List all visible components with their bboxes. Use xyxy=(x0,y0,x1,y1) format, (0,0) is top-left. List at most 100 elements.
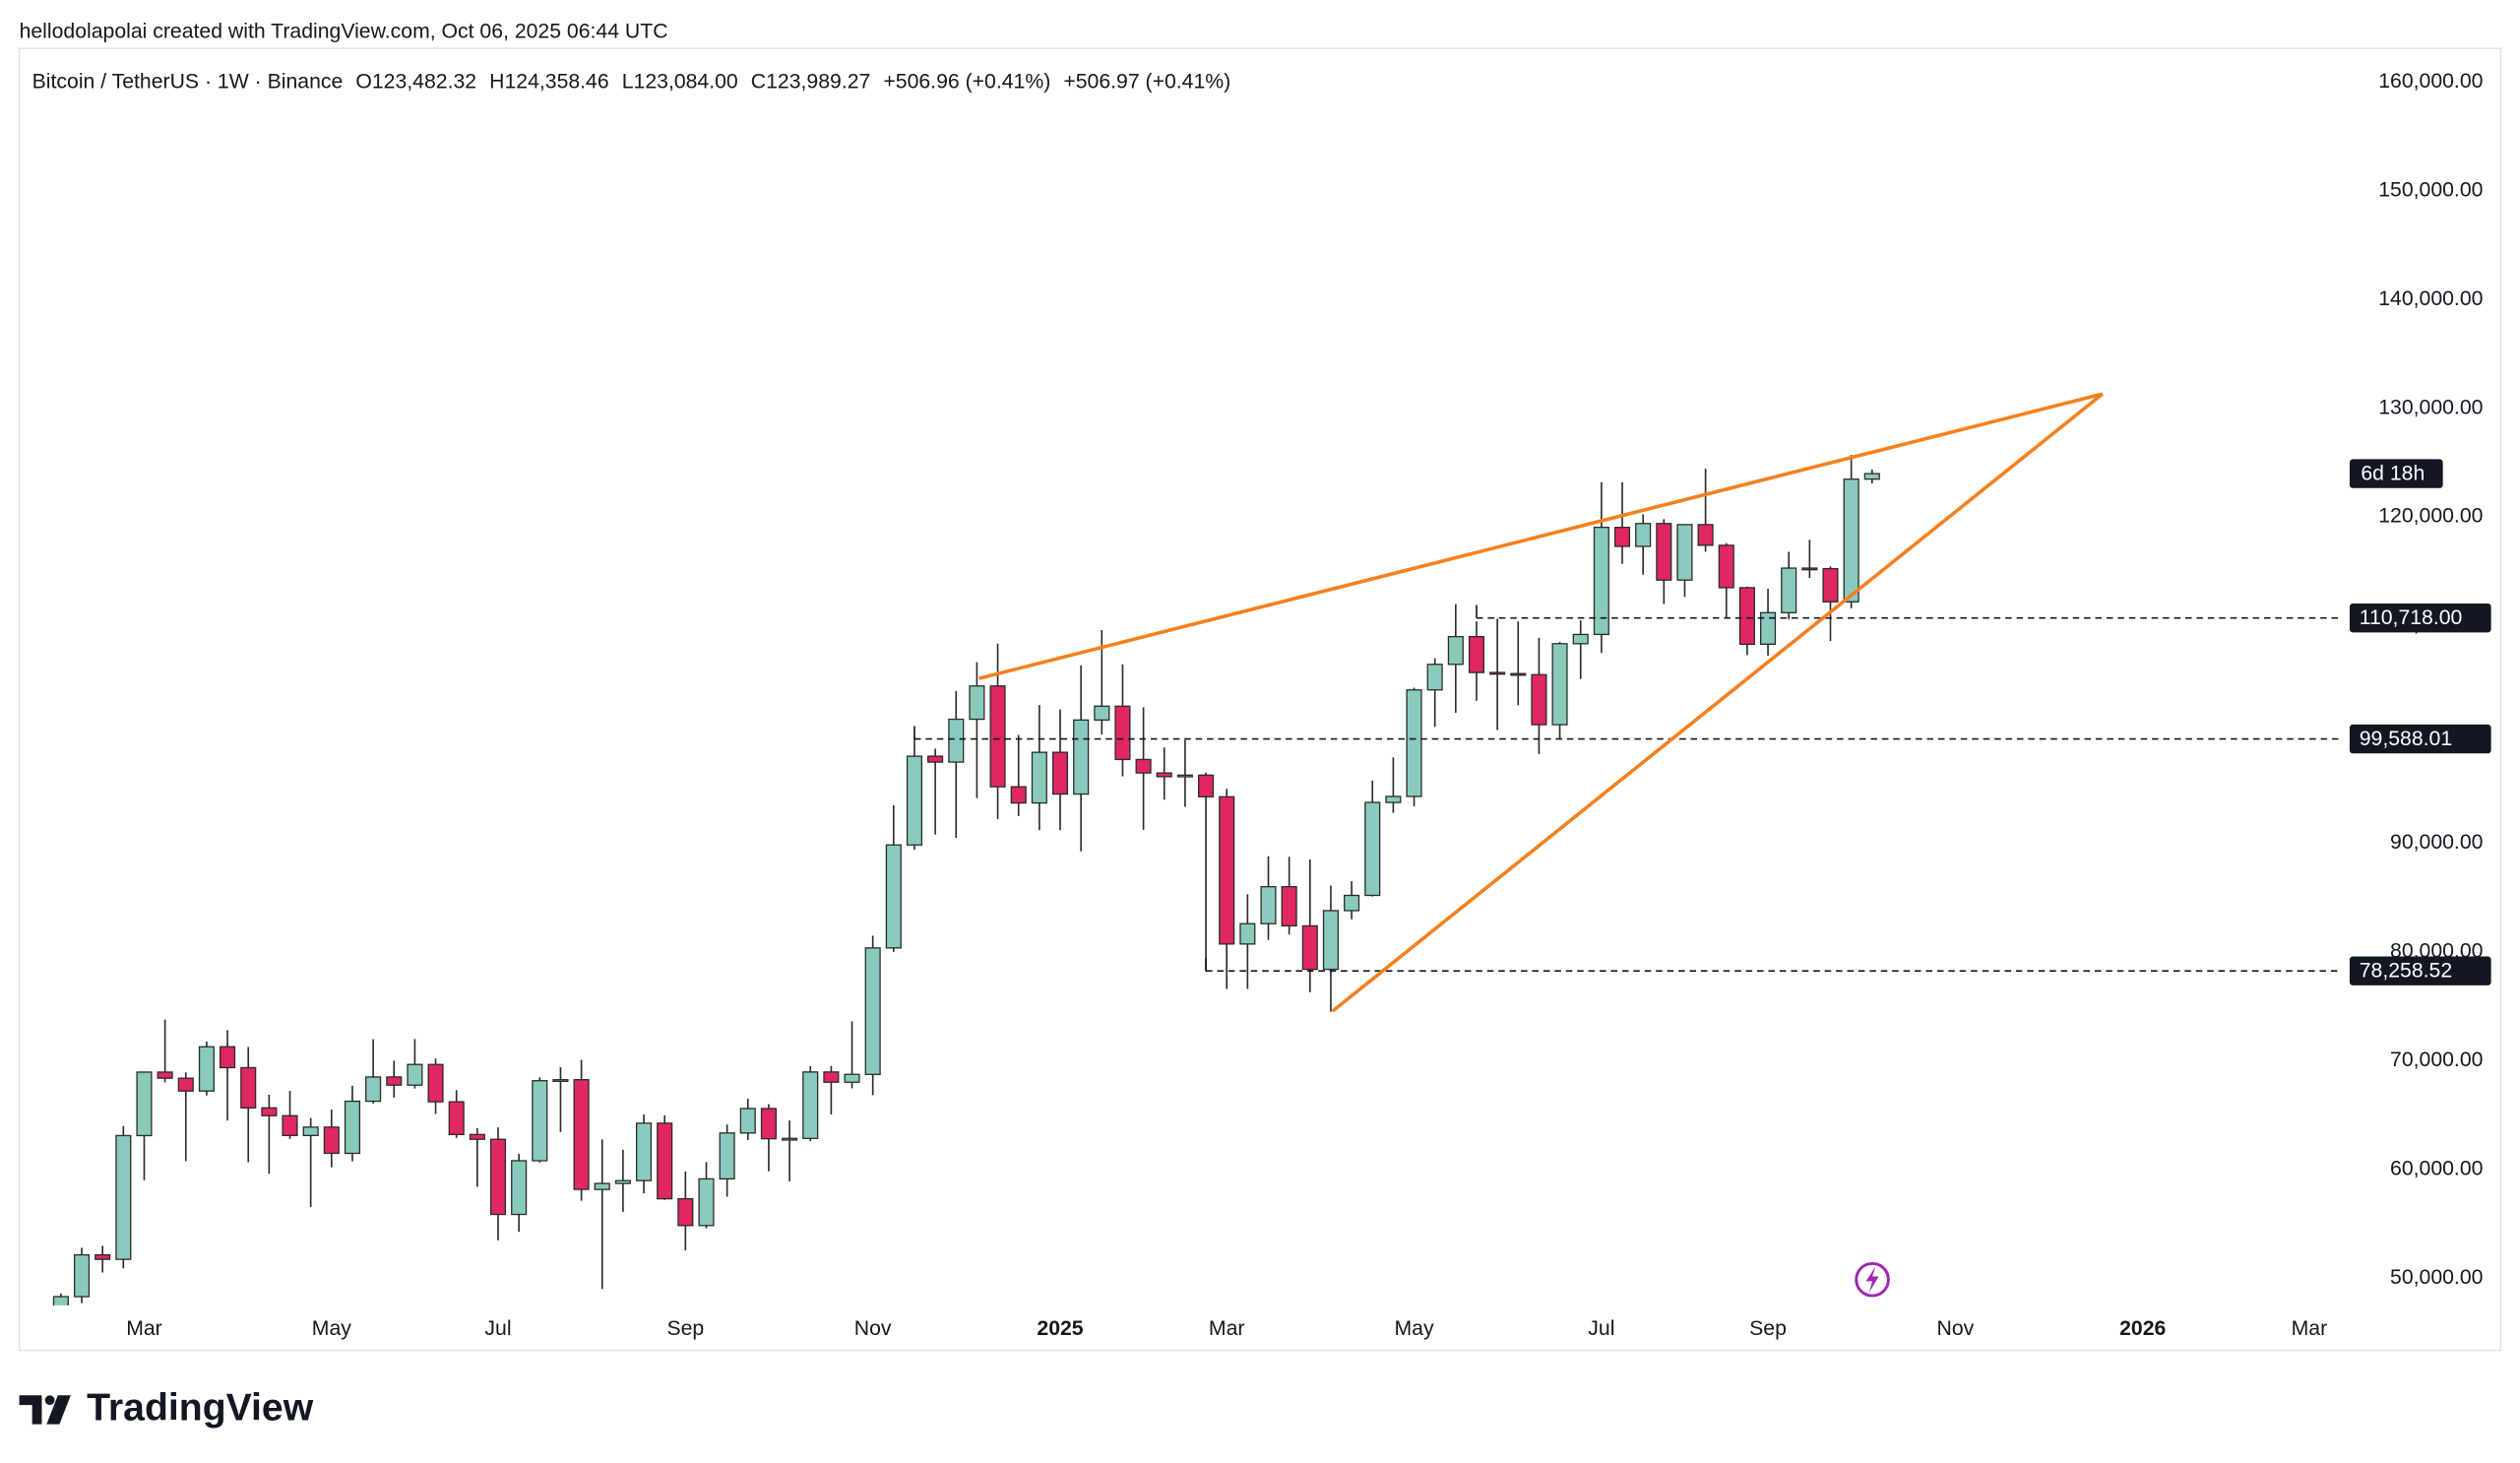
candle-body xyxy=(1738,587,1755,646)
candle-body xyxy=(1239,922,1256,945)
candle-body xyxy=(1364,801,1381,897)
candle-body xyxy=(989,685,1006,788)
candle-body xyxy=(1759,611,1777,646)
candle-body xyxy=(1781,567,1797,613)
symbol: Bitcoin / TetherUS · 1W · Binance xyxy=(32,70,344,93)
candle-body xyxy=(1551,643,1568,726)
candle-body xyxy=(1822,567,1839,603)
legend-value: O123,482.32 xyxy=(355,70,476,93)
y-tick-label: 60,000.00 xyxy=(2390,1157,2483,1179)
candle-body xyxy=(1260,885,1277,924)
y-tick-label: 70,000.00 xyxy=(2390,1049,2483,1071)
y-tick-label: 150,000.00 xyxy=(2378,178,2483,201)
x-tick-label: Sep xyxy=(666,1317,704,1340)
y-tick-label: 120,000.00 xyxy=(2378,505,2483,528)
candle-body xyxy=(782,1137,798,1141)
x-tick-label: Nov xyxy=(1937,1317,1975,1340)
candle-body xyxy=(1613,526,1631,547)
candle-body xyxy=(864,947,881,1075)
candle-body xyxy=(1635,523,1652,547)
candle-body xyxy=(532,1080,548,1162)
legend-value: H124,358.46 xyxy=(489,70,609,93)
symbol-legend: Bitcoin / TetherUS · 1W · Binance O123,48… xyxy=(32,70,1231,93)
x-tick-label: May xyxy=(1394,1317,1433,1340)
candle-body xyxy=(844,1073,860,1083)
candle-body xyxy=(469,1133,485,1140)
candle-body xyxy=(1385,795,1402,803)
x-tick-label: Jul xyxy=(484,1317,511,1340)
candle-body xyxy=(1135,758,1152,774)
candle-body xyxy=(969,685,985,721)
candle-body xyxy=(73,1253,91,1298)
candle-body xyxy=(1156,772,1172,778)
candle-body xyxy=(448,1101,465,1136)
candle-body xyxy=(1510,672,1527,676)
candle-body xyxy=(594,1182,610,1190)
candle-body xyxy=(1406,689,1422,797)
x-tick-label: Mar xyxy=(126,1317,162,1340)
candle-body xyxy=(323,1126,340,1155)
candle-body xyxy=(1447,635,1464,666)
candle-body xyxy=(1656,523,1672,581)
x-tick-label: Jul xyxy=(1588,1317,1614,1340)
logo-icon xyxy=(19,1395,71,1425)
candle-body xyxy=(511,1160,528,1216)
candle-body xyxy=(1697,524,1714,546)
trendline xyxy=(1331,392,2105,1013)
y-tick-label: 140,000.00 xyxy=(2378,287,2483,310)
candle-body xyxy=(136,1071,153,1137)
candle-body xyxy=(1718,544,1734,589)
legend-value: C123,989.27 xyxy=(751,70,871,93)
candle-body xyxy=(1572,633,1589,645)
candle-body xyxy=(1801,567,1818,571)
logo-text: TradingView xyxy=(87,1386,314,1429)
candle-body xyxy=(1593,526,1609,636)
candle-body xyxy=(220,1046,236,1069)
candle-body xyxy=(198,1046,215,1092)
candle-body xyxy=(282,1114,298,1136)
candle-body xyxy=(1176,774,1193,778)
flash-icon xyxy=(1855,1261,1890,1298)
candle-body xyxy=(240,1066,257,1109)
y-tick-label: 50,000.00 xyxy=(2390,1266,2483,1289)
level-label-box xyxy=(2349,956,2491,986)
candle-body xyxy=(177,1077,194,1092)
candle-body xyxy=(1301,924,1318,971)
candle-body xyxy=(407,1063,423,1086)
candle-body xyxy=(1322,910,1339,971)
candle-body xyxy=(115,1134,132,1260)
candle-body xyxy=(1051,751,1069,795)
legend-value: +506.96 (+0.41%) xyxy=(883,70,1050,93)
candle-body xyxy=(698,1177,715,1227)
x-tick-label: 2025 xyxy=(1037,1317,1083,1340)
candle-body xyxy=(657,1122,673,1200)
candle-body xyxy=(52,1296,69,1305)
candle-body xyxy=(1489,671,1506,675)
candle-body xyxy=(1468,635,1485,673)
candle-body xyxy=(1676,524,1693,581)
x-tick-label: 2026 xyxy=(2119,1317,2166,1340)
candle-body xyxy=(927,755,944,763)
candle-body xyxy=(365,1076,382,1103)
candle-body xyxy=(1094,705,1110,721)
countdown: 6d 18h xyxy=(2361,463,2425,485)
candle-body xyxy=(427,1063,444,1103)
candle-body xyxy=(823,1071,840,1083)
candle-body xyxy=(885,844,902,949)
candle-body xyxy=(802,1071,819,1139)
candle-body xyxy=(677,1197,694,1227)
candle-body xyxy=(261,1107,278,1116)
candle-body xyxy=(1863,473,1880,480)
candle-body xyxy=(94,1253,111,1260)
x-tick-label: Mar xyxy=(2292,1317,2328,1340)
level-label-box xyxy=(2349,724,2491,754)
countdown-box xyxy=(2349,459,2443,488)
candle-body xyxy=(906,755,923,846)
candle-body xyxy=(552,1079,569,1082)
candle-body xyxy=(302,1126,319,1136)
candle-body xyxy=(948,718,965,763)
plot-area xyxy=(52,392,2339,1305)
candle-body xyxy=(760,1108,777,1140)
